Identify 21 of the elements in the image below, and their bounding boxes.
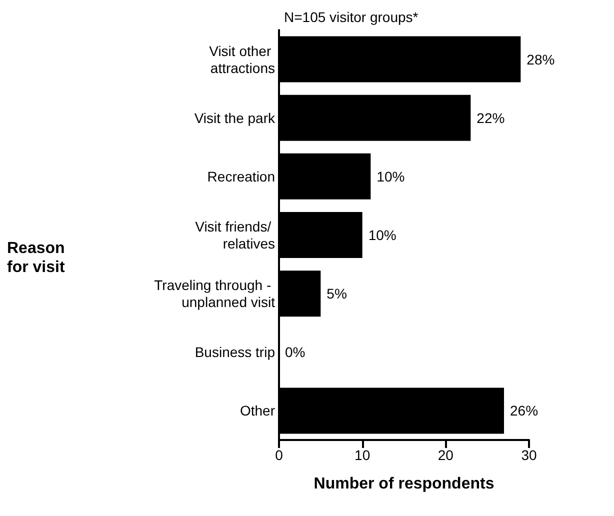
annotation: 26% <box>510 402 538 419</box>
y-tick-label: Other <box>240 402 276 419</box>
text: Reason for visit <box>7 240 66 276</box>
chart-title: N=105 visitor groups* <box>284 9 419 25</box>
y-tick-label: Business trip <box>194 344 276 360</box>
annotation: 22% <box>476 110 505 126</box>
x-tick-label: 10 <box>354 447 370 463</box>
x-tick-label: 20 <box>438 447 454 463</box>
annotation: 0% <box>285 344 306 360</box>
y-tick-label: Recreation <box>207 168 275 184</box>
annotation: 5% <box>326 286 347 302</box>
y-tick-label: Visit the park <box>194 110 276 126</box>
annotation: 10% <box>376 168 405 184</box>
x-tick-label: 0 <box>275 447 284 463</box>
y-tick-label: Visit friends/ relatives <box>195 218 275 252</box>
x-axis-title: Number of respondents <box>314 476 494 492</box>
annotation: 10% <box>368 227 396 243</box>
y-tick-label: Visit other attractions <box>209 42 275 76</box>
y-tick-label: Traveling through - unplanned visit <box>154 277 276 310</box>
x-tick-label: 30 <box>521 447 537 463</box>
annotation: 28% <box>526 51 555 68</box>
